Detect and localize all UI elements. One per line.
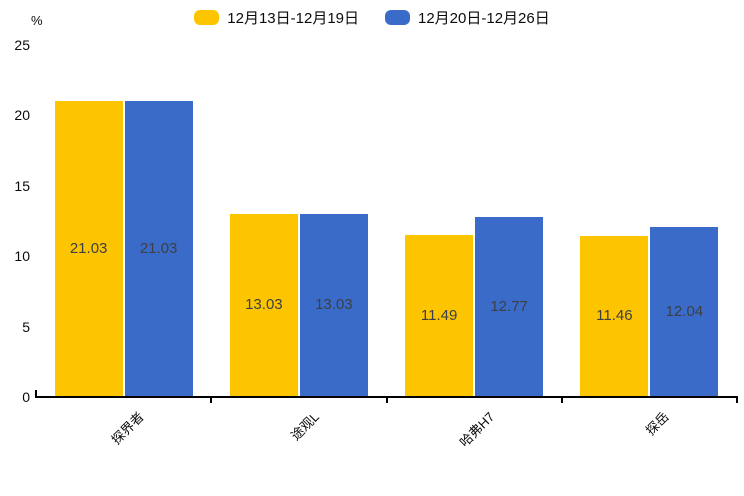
bar-途观L-series-2[interactable]: 13.03: [299, 213, 368, 396]
bar-探岳-series-1[interactable]: 11.46: [580, 235, 649, 396]
x-axis-tick: [736, 398, 738, 403]
y-axis-tick-label: 15: [14, 177, 30, 194]
bar-探岳-series-2[interactable]: 12.04: [650, 227, 719, 396]
bar-value-label: 13.03: [315, 296, 353, 314]
bar-探界者-series-1[interactable]: 21.03: [54, 100, 123, 396]
bar-value-label: 21.03: [69, 239, 108, 257]
x-axis-tick: [560, 398, 563, 403]
x-category-label-text: 哈弗H7: [456, 409, 497, 450]
bar-途观L-series-1[interactable]: 13.03: [229, 213, 298, 396]
legend-label: 12月13日-12月19日: [227, 9, 359, 27]
legend-swatch-icon: [194, 9, 220, 25]
x-axis-tick: [210, 398, 213, 403]
x-category-label-text: 探岳: [643, 409, 673, 439]
y-axis-tick-label: 20: [14, 107, 30, 124]
x-axis-tick: [385, 398, 388, 403]
y-axis-tick-label: 0: [22, 389, 30, 405]
legend-label: 12月20日-12月26日: [418, 9, 550, 27]
y-axis-tick-label: 25: [14, 37, 30, 53]
bar-value-label: 12.77: [490, 298, 528, 316]
x-axis-line: [35, 396, 738, 398]
bar-value-label: 11.46: [596, 307, 633, 325]
legend-item-series-1[interactable]: 12月13日-12月19日: [194, 7, 359, 28]
legend-item-series-2[interactable]: 12月20日-12月26日: [385, 7, 550, 28]
y-axis-tick-label: 5: [22, 318, 30, 335]
y-axis-tick-label: 10: [14, 248, 30, 265]
bar-value-label: 11.49: [420, 307, 458, 325]
y-axis-unit: %: [31, 13, 43, 28]
bar-value-label: 21.03: [139, 239, 178, 257]
bar-哈弗H7-series-2[interactable]: 12.77: [475, 217, 544, 396]
x-axis-origin-tick: [35, 390, 37, 396]
bar-value-label: 12.04: [665, 303, 704, 321]
bar-value-label: 13.03: [245, 296, 283, 314]
bar-哈弗H7-series-1[interactable]: 11.49: [405, 235, 474, 396]
x-category-label-text: 探界者: [108, 409, 147, 448]
x-category-label-text: 途观L: [287, 409, 322, 444]
bar-探界者-series-2[interactable]: 21.03: [124, 100, 193, 396]
legend-swatch-icon: [385, 9, 410, 25]
legend: 12月13日-12月19日 12月20日-12月26日: [0, 7, 744, 27]
